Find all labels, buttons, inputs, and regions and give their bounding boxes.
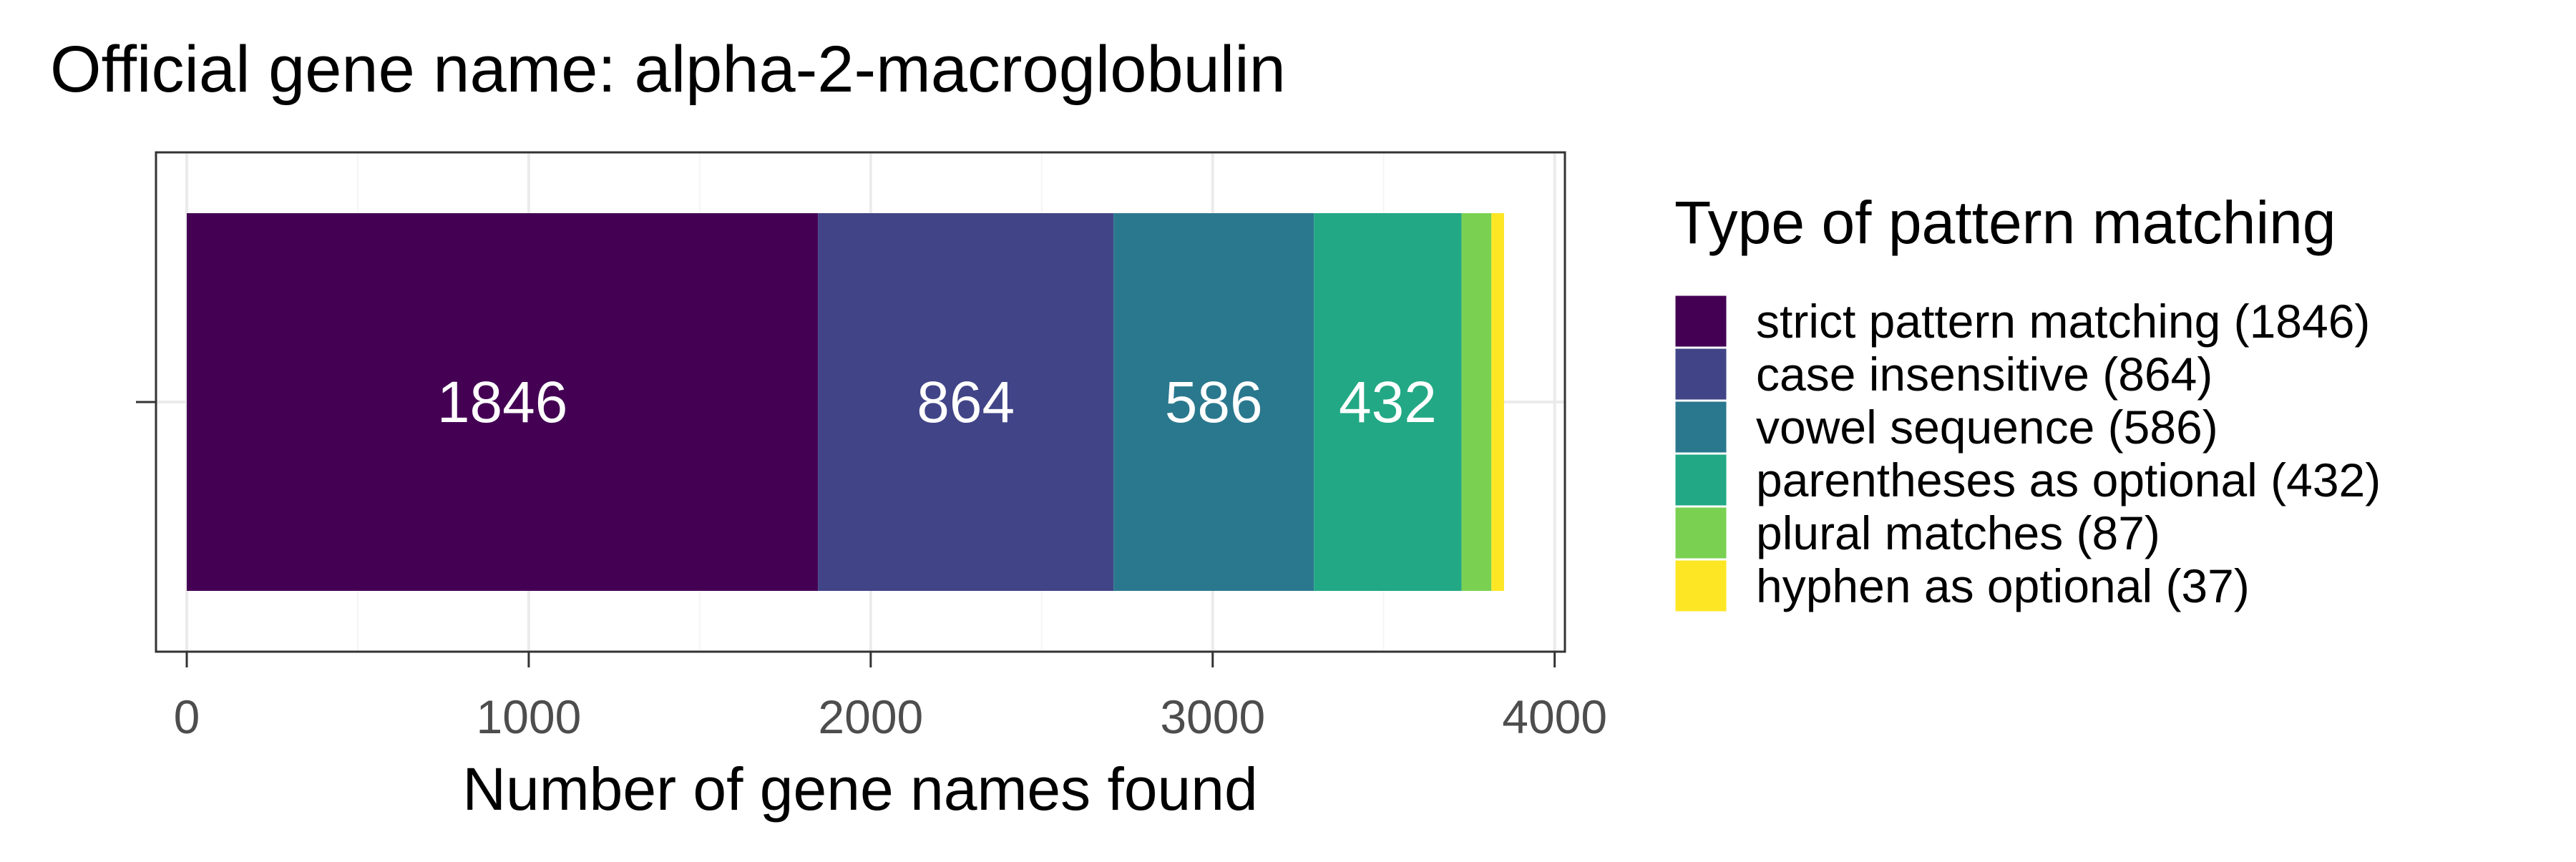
bar-segment — [187, 213, 819, 591]
bar-value-label: 1846 — [437, 370, 567, 435]
bars — [187, 213, 1504, 591]
bar-segment — [818, 213, 1114, 591]
bar-value-label: 586 — [1165, 370, 1263, 435]
legend-key — [1673, 452, 1729, 508]
bar-value-label: 864 — [917, 370, 1015, 435]
bar-segment — [1461, 213, 1492, 591]
legend-label: plural matches (87) — [1756, 506, 2160, 559]
x-tick-label: 3000 — [1160, 690, 1265, 743]
bar-value-label: 432 — [1339, 370, 1437, 435]
x-tick-label: 1000 — [477, 690, 582, 743]
legend-label: vowel sequence (586) — [1756, 401, 2218, 454]
legend-label: strict pattern matching (1846) — [1756, 295, 2370, 348]
legend-key — [1673, 505, 1729, 561]
legend-label: case insensitive (864) — [1756, 348, 2212, 401]
plot-panel: 1846 864 586 432 — [155, 151, 1566, 653]
chart-title: Official gene name: alpha-2-macroglobuli… — [50, 33, 1286, 106]
legend-title: Type of pattern matching — [1674, 189, 2336, 256]
legend-key — [1673, 558, 1729, 614]
x-tick-label: 0 — [174, 690, 200, 743]
legend-items: strict pattern matching (1846)case insen… — [1673, 293, 2381, 614]
legend-label: parentheses as optional (432) — [1756, 454, 2381, 506]
bar-segment — [1491, 213, 1504, 591]
bar-segment — [1113, 213, 1314, 591]
x-tick-label: 2000 — [818, 690, 923, 743]
bar-segment — [1314, 213, 1462, 591]
legend-key — [1673, 399, 1729, 455]
legend-key — [1673, 293, 1729, 349]
x-axis-label: Number of gene names found — [462, 755, 1257, 823]
data-labels: 1846 864 586 432 — [437, 370, 1437, 435]
x-axis: 0 1000 2000 3000 4000 — [174, 652, 1607, 743]
x-tick-label: 4000 — [1502, 690, 1607, 743]
legend-key — [1673, 346, 1729, 402]
legend-label: hyphen as optional (37) — [1756, 559, 2250, 612]
legend: Type of pattern matching strict pattern … — [1673, 189, 2381, 614]
